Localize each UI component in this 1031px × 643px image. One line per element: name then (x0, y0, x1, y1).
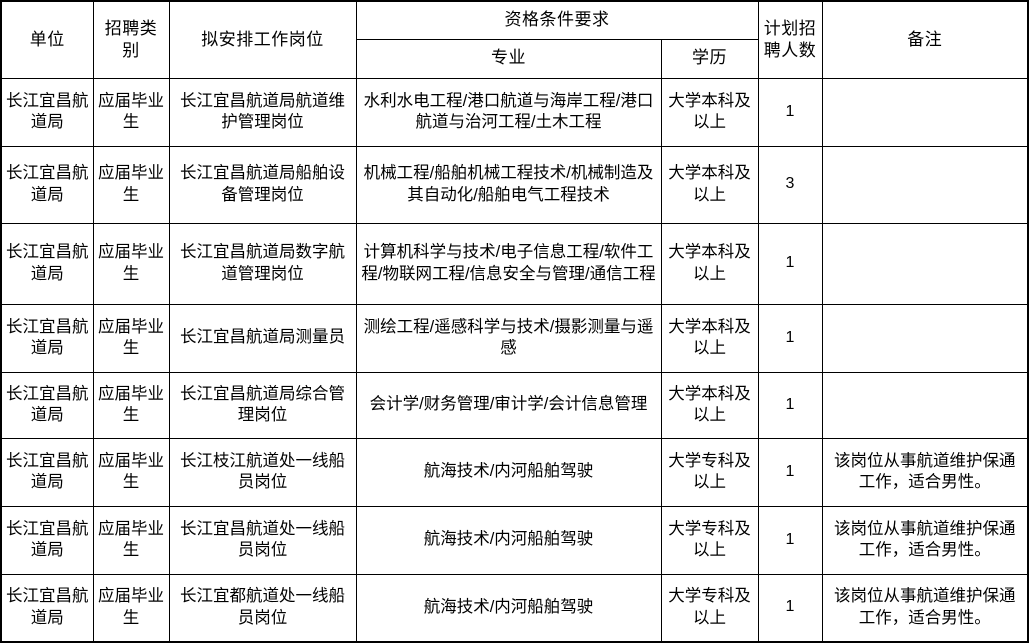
cell-recruit-type: 应届毕业生 (92, 371, 170, 439)
cell-unit: 长江宜昌航道局 (0, 77, 94, 147)
cell-education: 大学专科及以上 (660, 505, 759, 575)
cell-education: 大学本科及以上 (660, 77, 759, 147)
cell-major: 航海技术/内河船舶驾驶 (355, 573, 662, 643)
cell-plan-count: 1 (757, 505, 823, 575)
cell-remark: 该岗位从事航道维护保通工作，适合男性。 (821, 437, 1029, 507)
cell-recruit-type: 应届毕业生 (92, 77, 170, 147)
cell-remark (821, 303, 1029, 373)
cell-recruit-type: 应届毕业生 (92, 437, 170, 507)
cell-plan-count: 1 (757, 222, 823, 305)
cell-recruit-type: 应届毕业生 (92, 303, 170, 373)
header-major: 专业 (355, 38, 662, 79)
cell-plan-count: 1 (757, 77, 823, 147)
header-post: 拟安排工作岗位 (168, 0, 357, 79)
cell-unit: 长江宜昌航道局 (0, 145, 94, 224)
cell-post: 长江宜昌航道局航道维护管理岗位 (168, 77, 357, 147)
cell-remark (821, 222, 1029, 305)
table-body: 长江宜昌航道局 应届毕业生 长江宜昌航道局航道维护管理岗位 水利水电工程/港口航… (0, 77, 1029, 643)
cell-major: 会计学/财务管理/审计学/会计信息管理 (355, 371, 662, 439)
cell-plan-count: 1 (757, 371, 823, 439)
cell-major: 计算机科学与技术/电子信息工程/软件工程/物联网工程/信息安全与管理/通信工程 (355, 222, 662, 305)
cell-education: 大学专科及以上 (660, 573, 759, 643)
table-row: 长江宜昌航道局 应届毕业生 长江宜昌航道局综合管理岗位 会计学/财务管理/审计学… (0, 371, 1029, 439)
cell-plan-count: 3 (757, 145, 823, 224)
cell-post: 长江宜昌航道局测量员 (168, 303, 357, 373)
cell-remark: 该岗位从事航道维护保通工作，适合男性。 (821, 573, 1029, 643)
table-row: 长江宜昌航道局 应届毕业生 长江宜昌航道局船舶设备管理岗位 机械工程/船舶机械工… (0, 145, 1029, 224)
header-education: 学历 (660, 38, 759, 79)
cell-post: 长江宜都航道处一线船员岗位 (168, 573, 357, 643)
cell-unit: 长江宜昌航道局 (0, 573, 94, 643)
table-row: 长江宜昌航道局 应届毕业生 长江宜都航道处一线船员岗位 航海技术/内河船舶驾驶 … (0, 573, 1029, 643)
cell-plan-count: 1 (757, 303, 823, 373)
cell-major: 航海技术/内河船舶驾驶 (355, 437, 662, 507)
cell-education: 大学专科及以上 (660, 437, 759, 507)
cell-post: 长江枝江航道处一线船员岗位 (168, 437, 357, 507)
header-recruit-type: 招聘类别 (92, 0, 170, 79)
cell-major: 水利水电工程/港口航道与海岸工程/港口航道与治河工程/土木工程 (355, 77, 662, 147)
table-header: 单位 招聘类别 拟安排工作岗位 资格条件要求 计划招聘人数 备注 专业 学历 (0, 0, 1029, 79)
header-remark: 备注 (821, 0, 1029, 79)
cell-remark (821, 145, 1029, 224)
cell-recruit-type: 应届毕业生 (92, 505, 170, 575)
cell-post: 长江宜昌航道局数字航道管理岗位 (168, 222, 357, 305)
header-unit: 单位 (0, 0, 94, 79)
cell-remark (821, 77, 1029, 147)
cell-unit: 长江宜昌航道局 (0, 505, 94, 575)
table-row: 长江宜昌航道局 应届毕业生 长江宜昌航道局航道维护管理岗位 水利水电工程/港口航… (0, 77, 1029, 147)
table-row: 长江宜昌航道局 应届毕业生 长江宜昌航道局测量员 测绘工程/遥感科学与技术/摄影… (0, 303, 1029, 373)
cell-recruit-type: 应届毕业生 (92, 222, 170, 305)
cell-major: 机械工程/船舶机械工程技术/机械制造及其自动化/船舶电气工程技术 (355, 145, 662, 224)
cell-recruit-type: 应届毕业生 (92, 573, 170, 643)
table-row: 长江宜昌航道局 应届毕业生 长江枝江航道处一线船员岗位 航海技术/内河船舶驾驶 … (0, 437, 1029, 507)
cell-education: 大学本科及以上 (660, 303, 759, 373)
cell-unit: 长江宜昌航道局 (0, 437, 94, 507)
cell-remark (821, 371, 1029, 439)
header-qualification-group: 资格条件要求 (355, 0, 759, 40)
cell-education: 大学本科及以上 (660, 371, 759, 439)
cell-unit: 长江宜昌航道局 (0, 222, 94, 305)
header-plan-count: 计划招聘人数 (757, 0, 823, 79)
cell-post: 长江宜昌航道局船舶设备管理岗位 (168, 145, 357, 224)
cell-education: 大学本科及以上 (660, 222, 759, 305)
cell-unit: 长江宜昌航道局 (0, 371, 94, 439)
cell-post: 长江宜昌航道处一线船员岗位 (168, 505, 357, 575)
cell-post: 长江宜昌航道局综合管理岗位 (168, 371, 357, 439)
cell-recruit-type: 应届毕业生 (92, 145, 170, 224)
cell-unit: 长江宜昌航道局 (0, 303, 94, 373)
table-row: 长江宜昌航道局 应届毕业生 长江宜昌航道处一线船员岗位 航海技术/内河船舶驾驶 … (0, 505, 1029, 575)
cell-plan-count: 1 (757, 573, 823, 643)
cell-major: 航海技术/内河船舶驾驶 (355, 505, 662, 575)
cell-plan-count: 1 (757, 437, 823, 507)
cell-remark: 该岗位从事航道维护保通工作，适合男性。 (821, 505, 1029, 575)
table-row: 长江宜昌航道局 应届毕业生 长江宜昌航道局数字航道管理岗位 计算机科学与技术/电… (0, 222, 1029, 305)
cell-education: 大学本科及以上 (660, 145, 759, 224)
cell-major: 测绘工程/遥感科学与技术/摄影测量与遥感 (355, 303, 662, 373)
